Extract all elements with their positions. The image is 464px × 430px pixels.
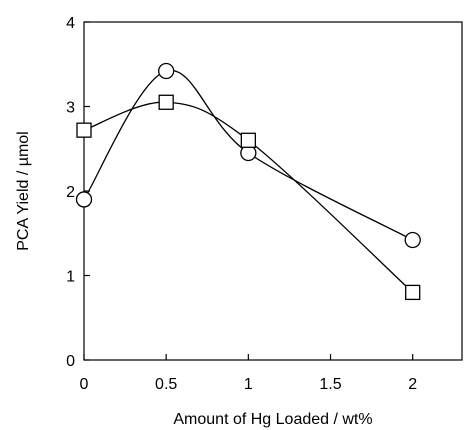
y-tick-label: 3 [66,100,75,117]
circle-marker [158,62,175,80]
square-marker [158,94,174,110]
x-tick-label: 1.5 [319,376,341,393]
y-axis-label: PCA Yield / µmol [15,131,32,251]
series-circle-line [83,69,414,241]
plot-frame [83,21,463,361]
series-square-line [83,101,414,293]
y-tick-label: 4 [66,15,75,32]
square-marker [405,284,421,301]
square-marker [76,122,92,138]
x-axis-label: Amount of Hg Loaded / wt% [173,411,372,428]
plot-area: 0 0.5 1 1.5 2 0 1 2 3 4 [66,15,463,393]
circle-marker [75,191,93,208]
y-tick-label: 0 [66,353,75,370]
x-tick-label: 0 [80,376,89,393]
x-tick-label: 2 [408,376,417,393]
circle-marker [404,231,421,249]
x-tick-label: 1 [244,376,253,393]
y-tick-label: 2 [66,184,75,201]
x-tick-label: 0.5 [155,376,177,393]
y-tick-label: 1 [66,269,75,286]
square-marker [240,132,256,148]
